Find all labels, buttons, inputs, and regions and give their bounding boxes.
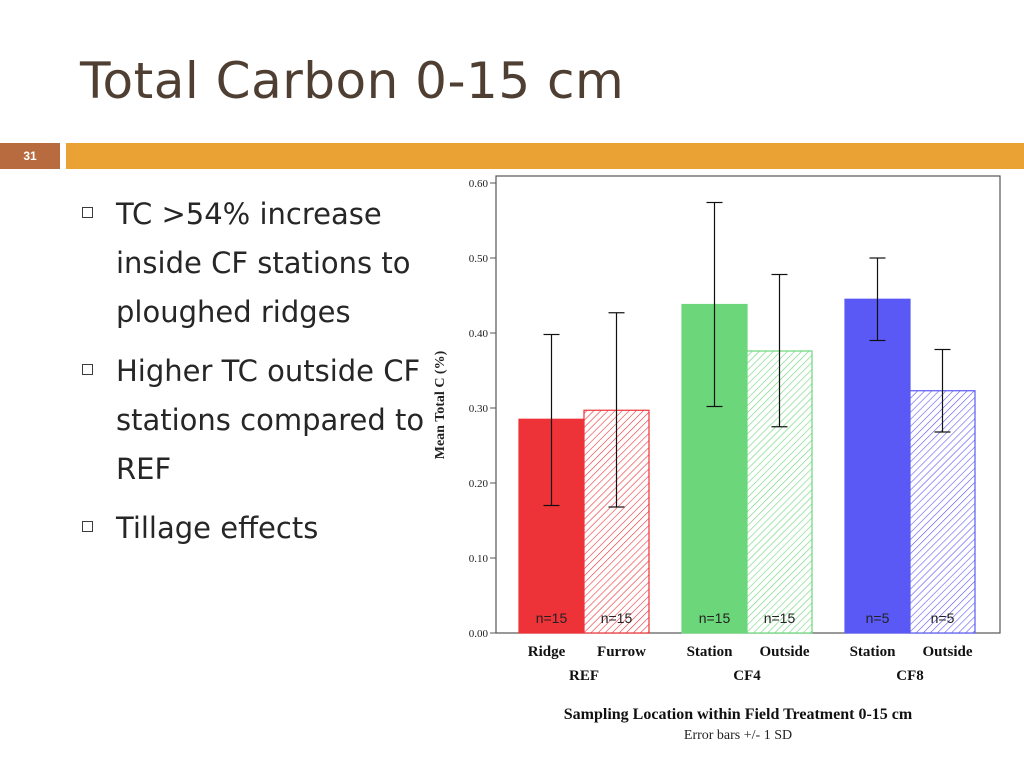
square-bullet-icon [82,207,93,218]
error-bar-note: Error bars +/- 1 SD [684,728,792,743]
group-label: CF4 [733,668,761,684]
bullet-text: Higher TC outside CF stations compared t… [116,354,425,486]
category-label: Ridge [528,644,566,660]
sample-size-label: n=5 [931,610,955,626]
bullet-text: TC >54% increase inside CF stations to p… [116,197,411,329]
x-axis-title: Sampling Location within Field Treatment… [564,706,913,723]
slide-number: 31 [0,143,60,169]
y-tick-label: 0.20 [469,478,489,490]
sample-size-label: n=15 [699,610,731,626]
x-axis-labels: Ridge Furrow Station Outside Station Outside R… [528,644,973,684]
y-axis: 0.00 0.10 0.20 0.30 0.40 0.50 0.60 [469,178,496,640]
category-label: Station [687,644,734,660]
bullet-list: TC >54% increase inside CF stations to p… [82,190,442,563]
y-tick-label: 0.40 [469,328,489,340]
bullet-item: Tillage effects [82,504,442,553]
square-bullet-icon [82,364,93,375]
sample-size-label: n=15 [536,610,568,626]
sample-size-label: n=15 [601,610,633,626]
square-bullet-icon [82,521,93,532]
y-tick-label: 0.30 [469,403,489,415]
accent-bar [66,143,1024,169]
y-tick-label: 0.60 [469,178,489,190]
bullet-text: Tillage effects [116,511,319,545]
bullet-item: Higher TC outside CF stations compared t… [82,347,442,494]
sample-size-labels: n=15 n=15 n=15 n=15 n=5 n=5 [536,610,955,626]
group-label: CF8 [896,668,924,684]
bullet-item: TC >54% increase inside CF stations to p… [82,190,442,337]
category-label: Outside [759,644,809,660]
group-label: REF [569,668,599,684]
bar-cf8-station [844,298,911,634]
category-label: Station [850,644,897,660]
y-tick-label: 0.10 [469,553,489,565]
error-bars [543,201,951,508]
y-tick-label: 0.50 [469,253,489,265]
category-label: Furrow [597,644,646,660]
y-tick-label: 0.00 [469,628,489,640]
sample-size-label: n=15 [764,610,796,626]
sample-size-label: n=5 [866,610,890,626]
bar-series [518,298,976,634]
slide-title: Total Carbon 0-15 cm [80,52,625,110]
y-axis-label: Mean Total C (%) [433,350,448,459]
category-label: Outside [922,644,972,660]
